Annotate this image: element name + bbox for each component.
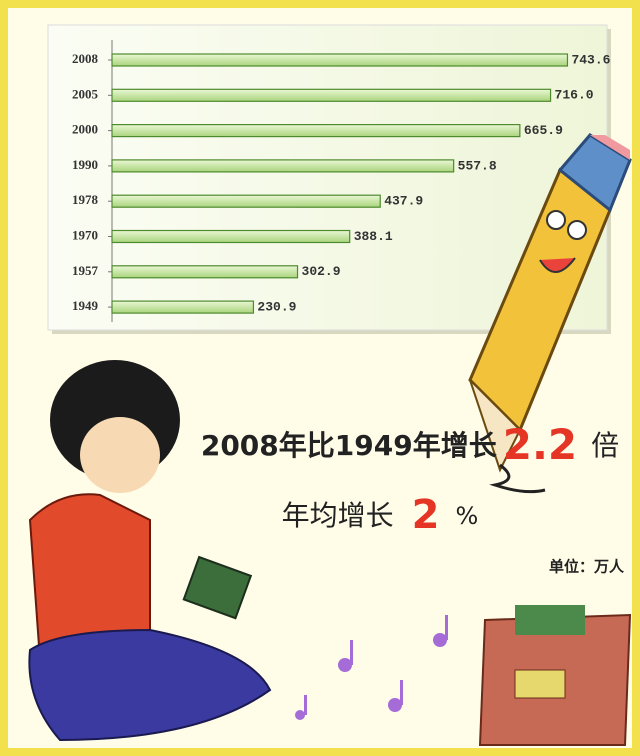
value-label: 230.9 — [257, 300, 296, 315]
y-tick-label: 1957 — [72, 263, 99, 278]
y-tick-label: 2008 — [72, 51, 99, 66]
bar — [111, 88, 552, 102]
annotation-text: 年均增长 — [282, 499, 394, 532]
annotation-unit: % — [456, 502, 479, 530]
value-label: 557.8 — [458, 158, 497, 173]
y-tick-label: 1949 — [72, 298, 99, 313]
value-label: 665.9 — [524, 123, 563, 138]
value-label: 388.1 — [354, 229, 393, 244]
value-label: 716.0 — [555, 88, 594, 103]
value-label: 743.6 — [571, 52, 610, 67]
annotation-value: 2.2 — [503, 420, 577, 469]
bar — [111, 159, 455, 173]
bar — [111, 53, 569, 67]
pencil-illustration — [468, 133, 632, 494]
bar — [111, 300, 255, 314]
annotation-text: 2008年比1949年增长 — [201, 429, 497, 462]
value-label: 302.9 — [302, 264, 341, 279]
y-tick-label: 2000 — [72, 122, 98, 137]
y-tick-label: 2005 — [72, 86, 99, 101]
bar — [111, 229, 351, 244]
girl-illustration — [28, 360, 272, 742]
y-tick-label: 1978 — [72, 192, 99, 207]
bar — [111, 123, 521, 138]
bar — [111, 194, 381, 208]
annotation-unit: 倍 — [591, 429, 619, 462]
schoolbag-illustration — [478, 605, 632, 746]
bar — [111, 265, 299, 279]
annotation-line-1: 2008年比1949年增长 2.2 倍 — [201, 420, 619, 469]
annotation-line-2: 年均增长 2% — [282, 492, 479, 538]
y-tick-label: 1970 — [72, 227, 98, 242]
y-tick-label: 1990 — [72, 157, 98, 172]
music-notes — [295, 615, 448, 720]
annotation-value: 2 — [412, 492, 440, 538]
value-label: 437.9 — [384, 194, 423, 209]
unit-note: 单位：万人 — [549, 558, 625, 576]
